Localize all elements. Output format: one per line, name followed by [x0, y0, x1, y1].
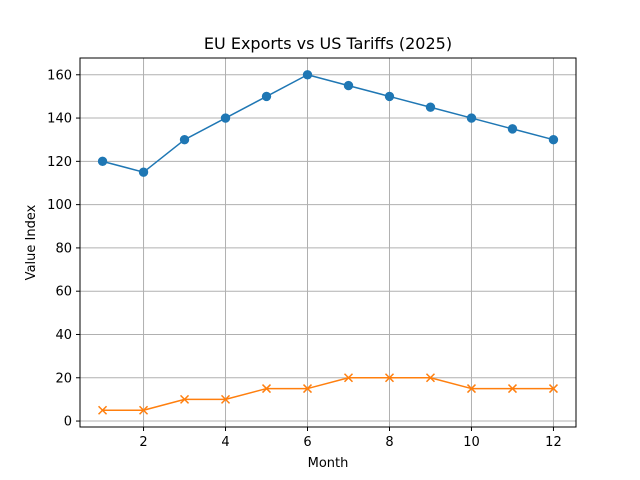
series-line — [102, 74, 554, 173]
series-layer — [97, 70, 559, 415]
x-tick-label: 6 — [303, 435, 311, 450]
series-us-tariffs — [98, 373, 558, 415]
y-tick-label: 40 — [55, 328, 72, 343]
y-tick-label: 100 — [47, 198, 72, 213]
data-point — [507, 384, 517, 394]
data-point — [220, 113, 231, 123]
data-point — [425, 102, 436, 112]
data-point — [507, 124, 518, 134]
data-point — [261, 91, 272, 102]
data-point — [179, 394, 190, 404]
data-point — [466, 113, 477, 123]
data-point-stroke — [548, 384, 558, 394]
data-point-stroke — [220, 394, 231, 404]
plot-frame — [79, 57, 577, 428]
x-axis-ticks: 2 4 6 8 10 12 — [139, 427, 562, 450]
data-point — [302, 384, 313, 394]
data-point — [98, 405, 108, 415]
data-point-stroke — [343, 373, 354, 383]
x-tick-label: 8 — [385, 435, 393, 450]
data-point — [466, 384, 477, 394]
y-tick-label: 20 — [55, 371, 72, 386]
x-tick-label: 2 — [139, 435, 147, 450]
y-tick-label: 80 — [55, 241, 72, 256]
data-point-stroke — [261, 384, 272, 394]
data-point — [179, 134, 190, 145]
y-axis-label: Value Index — [24, 204, 39, 280]
data-point-stroke — [507, 384, 517, 394]
data-point-stroke — [98, 405, 108, 415]
data-point — [384, 91, 395, 102]
data-point-stroke — [384, 373, 395, 383]
y-tick-label: 0 — [64, 415, 72, 430]
data-point — [302, 70, 313, 80]
data-point-stroke — [425, 373, 436, 383]
data-point — [139, 405, 149, 415]
data-point-stroke — [179, 394, 190, 404]
y-axis-ticks: 0 20 40 60 80 100 120 140 160 — [47, 68, 80, 430]
y-tick-label: 140 — [47, 112, 72, 127]
data-point — [384, 373, 395, 383]
data-point — [261, 384, 272, 394]
y-tick-label: 60 — [55, 285, 72, 300]
x-axis-label: Month — [308, 456, 349, 471]
data-point-stroke — [302, 384, 313, 394]
x-tick-label: 12 — [545, 435, 562, 450]
data-point-stroke — [139, 405, 149, 415]
data-point — [548, 384, 558, 394]
x-tick-label: 4 — [221, 435, 229, 450]
data-point — [425, 373, 436, 383]
data-point — [548, 134, 559, 145]
x-tick-label: 10 — [463, 435, 480, 450]
data-point — [220, 394, 231, 404]
chart-title: EU Exports vs US Tariffs (2025) — [204, 34, 452, 53]
series-eu-exports — [97, 70, 559, 177]
data-point — [97, 156, 108, 167]
y-tick-label: 160 — [47, 68, 72, 83]
data-point — [138, 167, 149, 177]
y-tick-label: 120 — [47, 155, 72, 170]
series-line — [102, 377, 554, 411]
data-point — [343, 80, 354, 91]
grid-lines — [80, 58, 576, 427]
data-point-stroke — [466, 384, 477, 394]
data-point — [343, 373, 354, 383]
